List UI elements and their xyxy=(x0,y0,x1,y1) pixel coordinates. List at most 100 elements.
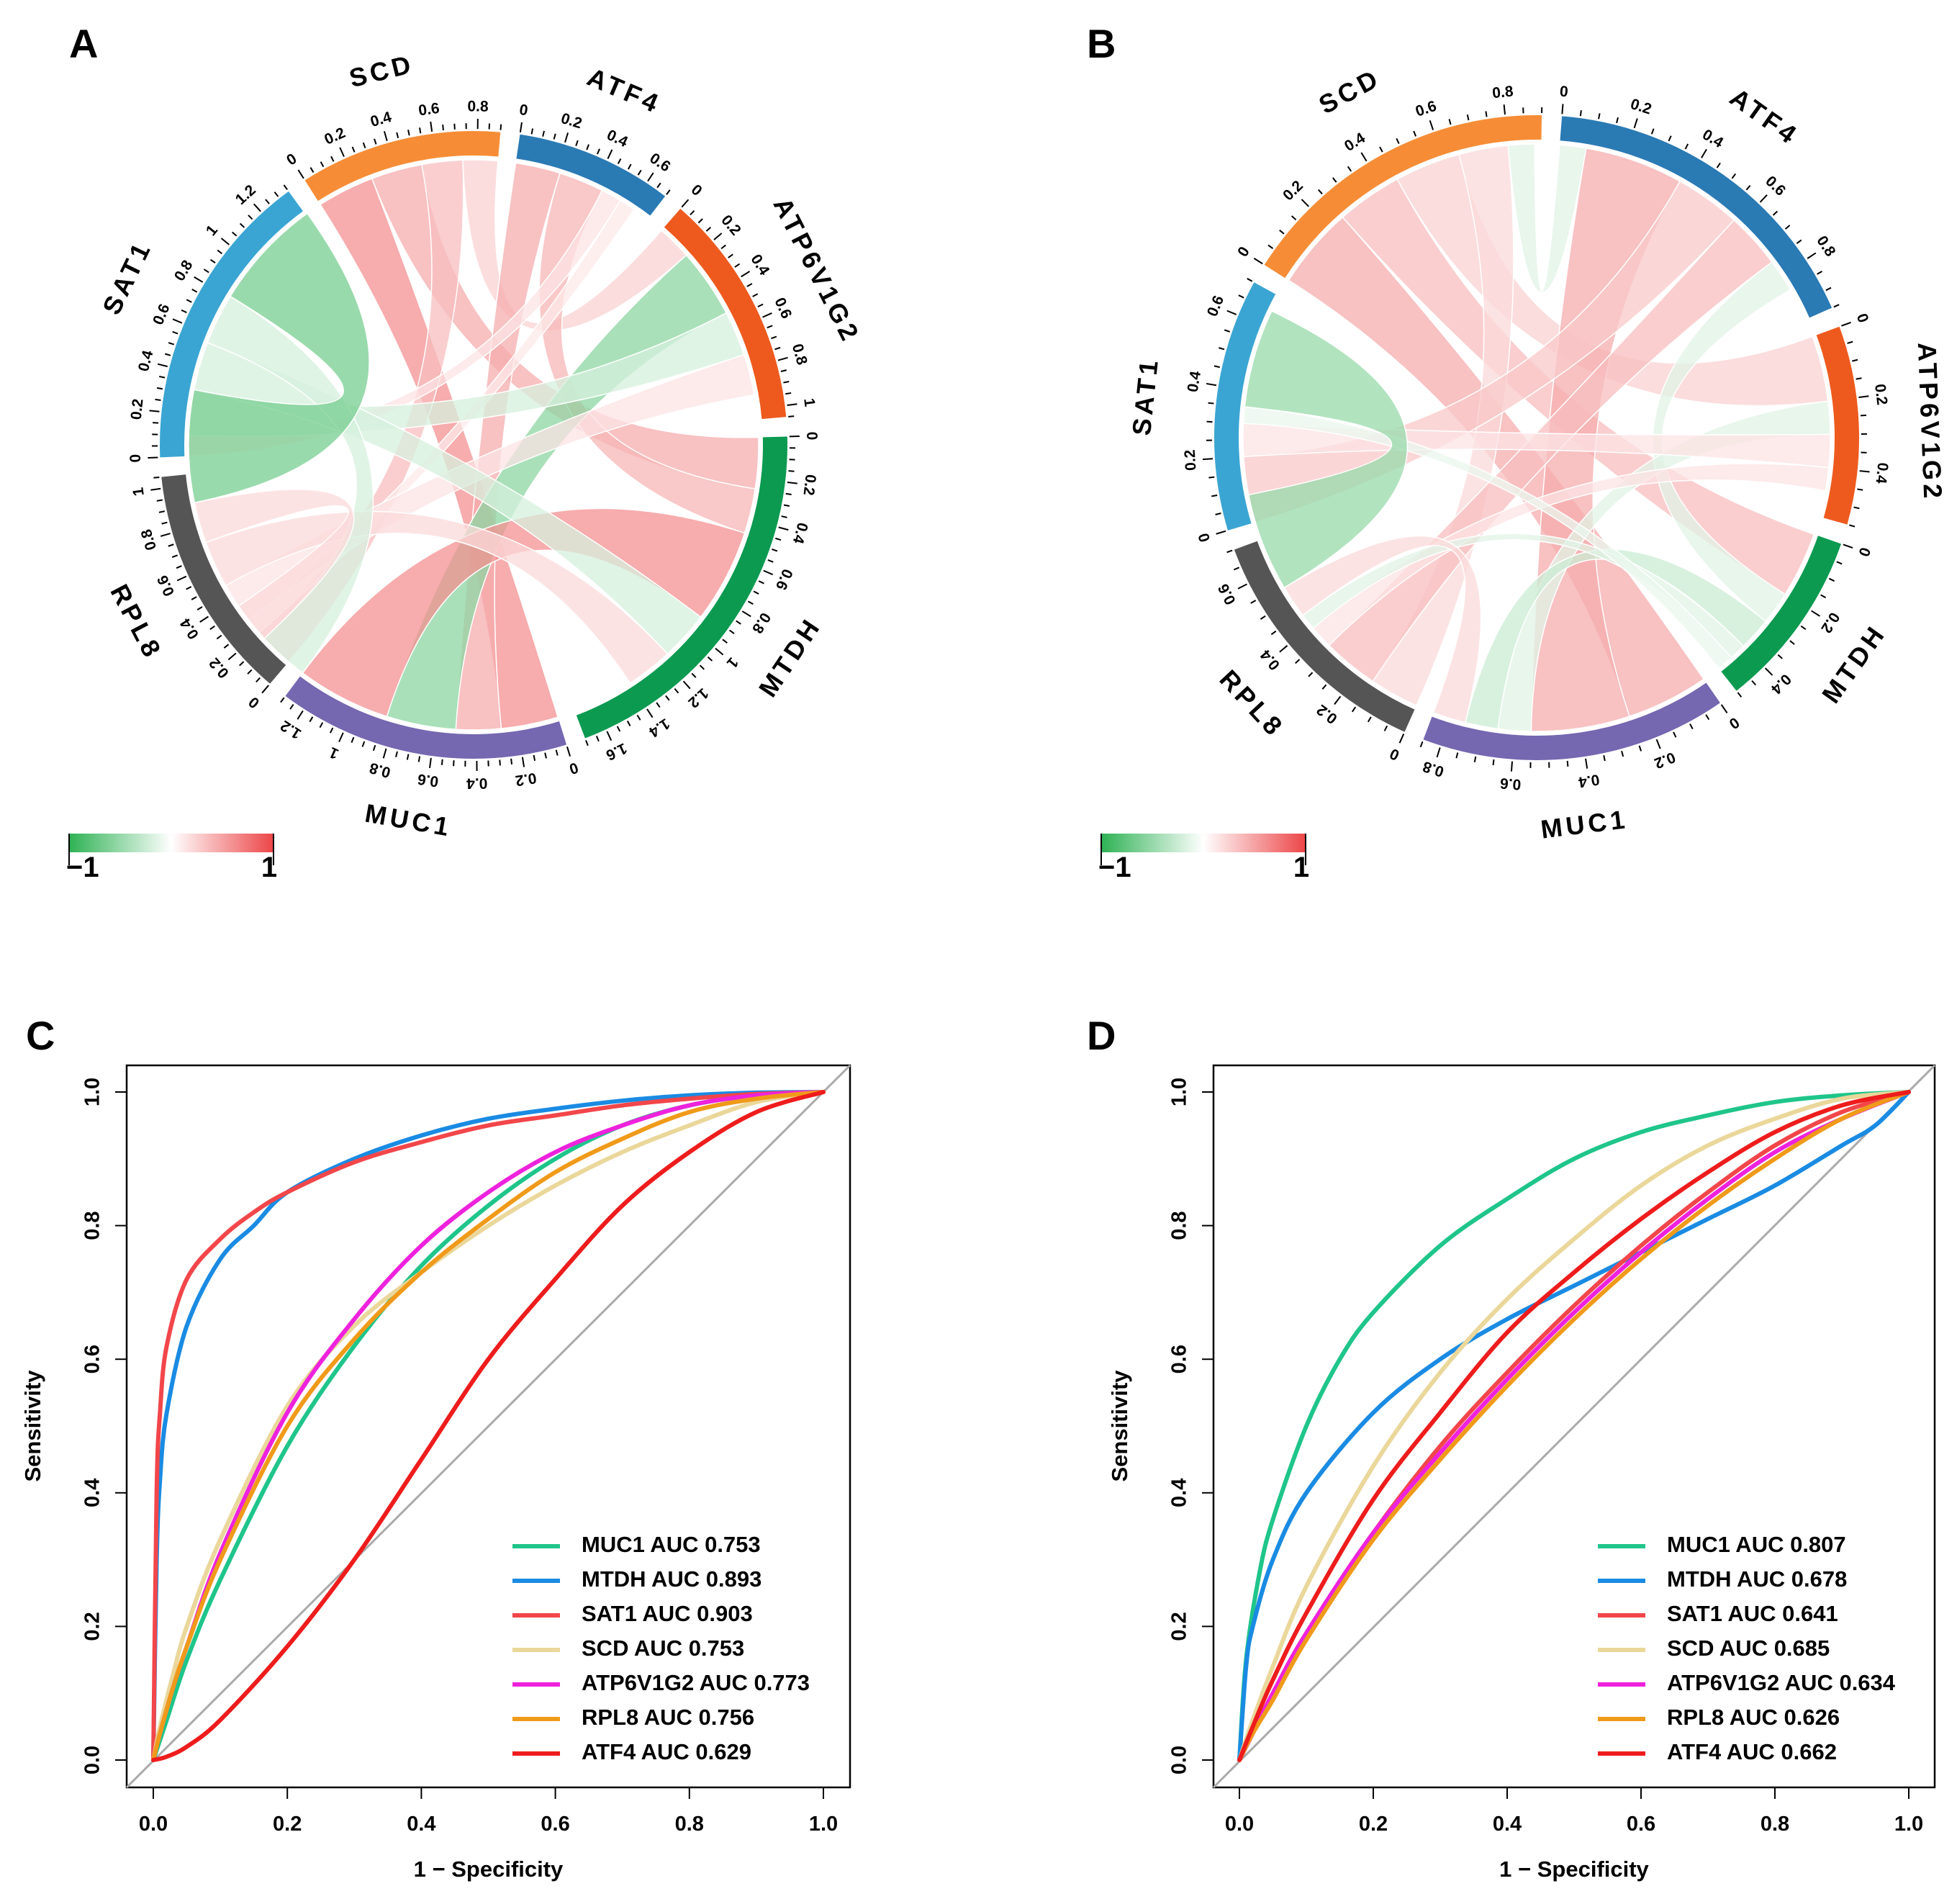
axis-tick xyxy=(1279,645,1288,653)
axis-tick xyxy=(530,128,534,135)
axis-tick xyxy=(289,704,294,710)
axis-tick xyxy=(772,548,778,552)
segment-sat1 xyxy=(1213,282,1276,531)
axis-tick xyxy=(329,727,334,734)
tick-label-muc1: 0 xyxy=(1726,714,1743,733)
axis-tick xyxy=(697,218,703,224)
tick-label-muc1: 1 xyxy=(327,744,341,762)
tick-label-atf4: 0.2 xyxy=(559,110,584,132)
axis-tick xyxy=(1455,752,1459,759)
axis-tick xyxy=(617,158,622,165)
axis-tick xyxy=(1849,524,1856,528)
roc-curve-scd xyxy=(1237,1090,1911,1762)
segment-label-sat1: SAT1 xyxy=(96,235,158,319)
axis-tick xyxy=(172,330,178,335)
axis-tick xyxy=(216,634,222,640)
roc-curve-atp6v1g2 xyxy=(1237,1090,1911,1762)
axis-tick xyxy=(1789,640,1795,645)
segment-atp6v1g2 xyxy=(664,209,787,420)
axis-tick xyxy=(774,346,781,351)
segment-muc1 xyxy=(285,676,567,759)
axis-tick xyxy=(1796,239,1802,245)
axis-tick xyxy=(168,342,175,346)
tick-label-mtdh: 0.8 xyxy=(749,610,774,636)
segment-label-rpl8: RPL8 xyxy=(104,579,168,664)
chord-diagram-a: 0 0.20.40.6ATF400.20.40.60.81ATP6V1G200.2… xyxy=(66,49,866,883)
axis-tick xyxy=(1638,745,1642,752)
y-tick-label: 1.0 xyxy=(81,1078,104,1106)
axis-tick xyxy=(1334,695,1342,705)
legend-entry: ATP6V1G2 AUC 0.634 xyxy=(1667,1670,1896,1695)
axis-tick xyxy=(150,487,161,491)
legend-entry: MTDH AUC 0.678 xyxy=(1667,1566,1847,1592)
colorbar-min-label: −1 xyxy=(66,852,99,883)
y-tick-label: 0.2 xyxy=(1168,1612,1191,1641)
tick-label-scd: 0.8 xyxy=(1491,83,1514,101)
axis-tick xyxy=(783,504,790,507)
axis-tick xyxy=(361,741,366,747)
segment-atf4 xyxy=(1560,116,1832,318)
axis-tick xyxy=(253,203,261,212)
axis-tick xyxy=(1772,210,1779,216)
axis-tick xyxy=(787,403,797,406)
axis-tick xyxy=(785,392,792,395)
colorbar xyxy=(69,834,274,852)
tick-label-atp6v1g2: 0.4 xyxy=(747,251,772,278)
axis-tick xyxy=(762,312,772,318)
segment-scd xyxy=(304,130,501,202)
axis-tick xyxy=(1260,615,1266,620)
axis-tick xyxy=(1701,148,1707,158)
tick-label-rpl8: 0.8 xyxy=(138,527,160,552)
chord-link-muc1-rpl8 xyxy=(1283,535,1482,723)
tick-label-atp6v1g2: 0 xyxy=(1853,312,1872,325)
y-tick-label: 1.0 xyxy=(1168,1078,1191,1106)
axis-tick xyxy=(1398,734,1405,744)
axis-tick xyxy=(1650,128,1655,135)
axis-tick xyxy=(757,303,764,308)
tick-label-sat1: 0.4 xyxy=(1185,370,1204,394)
axis-tick xyxy=(227,652,237,661)
tick-label-mtdh: 1.4 xyxy=(646,715,672,740)
axis-tick xyxy=(406,754,410,760)
y-tick-label: 0.4 xyxy=(1168,1479,1191,1507)
axis-tick xyxy=(1598,113,1601,119)
panel-label-a: A xyxy=(69,21,98,66)
axis-tick xyxy=(362,142,366,148)
axis-tick xyxy=(1332,177,1337,183)
axis-tick xyxy=(771,335,777,340)
axis-tick xyxy=(186,299,192,303)
tick-label-mtdh: 0 xyxy=(803,431,820,440)
tick-label-muc1: 0.4 xyxy=(1577,771,1601,790)
axis-tick xyxy=(734,263,741,268)
tick-label-rpl8: 0.4 xyxy=(1257,646,1283,673)
axis-tick xyxy=(1321,684,1327,690)
axis-tick xyxy=(705,226,711,232)
tick-label-atp6v1g2: 0.2 xyxy=(718,212,744,238)
axis-tick xyxy=(1825,286,1832,292)
axis-tick xyxy=(626,720,631,726)
axis-tick xyxy=(1267,244,1274,250)
segment-label-scd: SCD xyxy=(346,49,417,94)
axis-tick xyxy=(383,131,388,142)
axis-tick xyxy=(1859,470,1870,473)
axis-tick xyxy=(1219,347,1225,351)
axis-tick xyxy=(1396,137,1400,145)
segment-rpl8 xyxy=(161,474,286,684)
axis-tick xyxy=(1807,252,1817,259)
axis-tick xyxy=(1777,654,1783,659)
axis-tick xyxy=(164,353,171,356)
axis-tick xyxy=(191,288,198,293)
axis-tick xyxy=(1603,755,1606,762)
axis-tick xyxy=(158,510,165,513)
axis-tick xyxy=(533,754,536,762)
axis-tick xyxy=(1731,173,1737,179)
axis-tick xyxy=(1226,310,1237,315)
tick-label-atf4: 0.2 xyxy=(1629,96,1654,118)
axis-tick xyxy=(666,189,671,195)
axis-tick xyxy=(1856,377,1862,380)
axis-tick xyxy=(319,722,324,728)
axis-tick xyxy=(1317,189,1323,195)
roc-curve-atf4 xyxy=(151,1090,826,1762)
axis-tick xyxy=(231,231,238,237)
